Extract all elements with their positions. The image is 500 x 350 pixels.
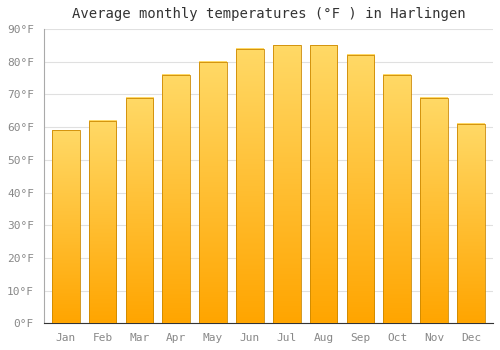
Bar (420, 98, 448, 323)
Bar (52, 131, 80, 323)
Bar (162, 75, 190, 323)
Bar (457, 124, 485, 323)
Bar (346, 55, 374, 323)
Bar (273, 46, 300, 323)
Bar (384, 75, 411, 323)
Bar (310, 46, 338, 323)
Bar (126, 98, 154, 323)
Title: Average monthly temperatures (°F ) in Harlingen: Average monthly temperatures (°F ) in Ha… (72, 7, 465, 21)
Bar (89, 121, 117, 323)
Bar (200, 62, 227, 323)
Bar (236, 49, 264, 323)
